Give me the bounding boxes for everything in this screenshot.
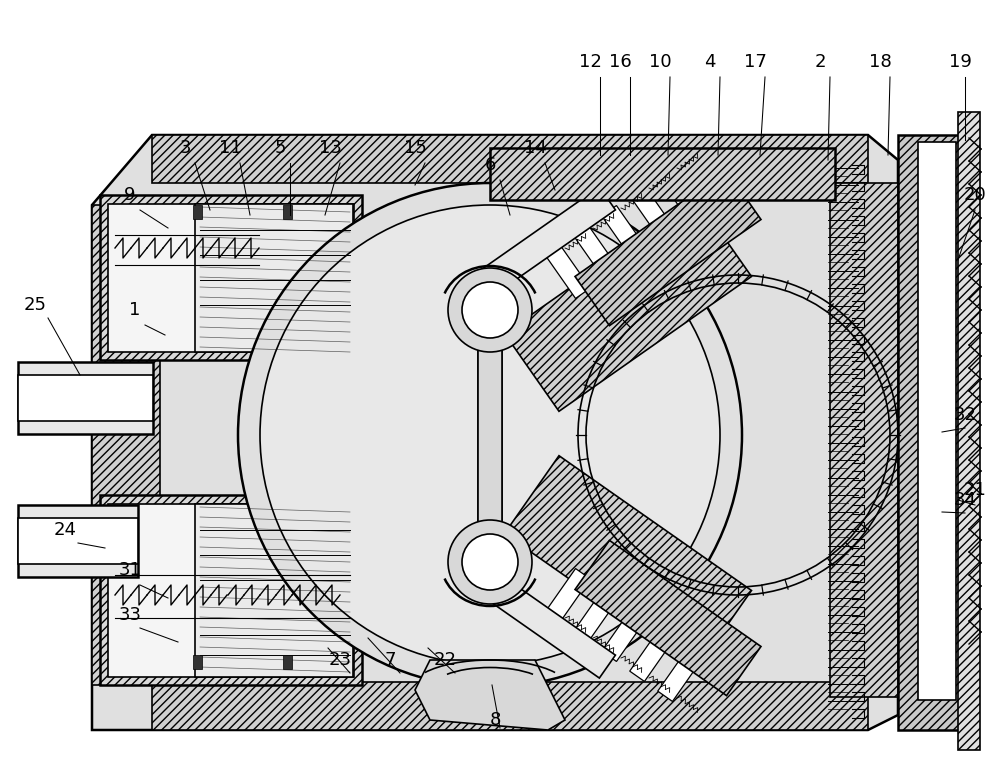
Polygon shape	[546, 246, 590, 299]
Text: 34: 34	[954, 491, 976, 509]
Bar	[195, 204, 353, 352]
Text: 19: 19	[949, 53, 971, 71]
Polygon shape	[602, 206, 646, 259]
Text: 31: 31	[119, 561, 141, 579]
Bar	[193, 655, 202, 669]
Text: 32: 32	[954, 406, 976, 424]
Polygon shape	[630, 185, 674, 239]
Circle shape	[462, 282, 518, 338]
Text: 33: 33	[119, 606, 142, 624]
Bar	[193, 205, 202, 219]
Polygon shape	[630, 629, 674, 681]
Bar	[283, 655, 292, 669]
Text: 8: 8	[489, 711, 501, 729]
Bar	[152, 682, 868, 730]
Bar	[18, 375, 153, 421]
Polygon shape	[546, 569, 590, 622]
Bar	[18, 518, 138, 564]
Polygon shape	[505, 456, 751, 669]
Polygon shape	[92, 135, 898, 730]
Text: 24: 24	[54, 521, 76, 539]
Text: 3: 3	[179, 139, 191, 157]
Polygon shape	[658, 166, 702, 218]
Bar	[100, 495, 362, 685]
Text: 25: 25	[24, 296, 46, 314]
Polygon shape	[481, 572, 615, 678]
Text: 16: 16	[609, 53, 631, 71]
Polygon shape	[505, 199, 751, 411]
Text: 12: 12	[579, 53, 601, 71]
Bar	[918, 142, 956, 700]
Circle shape	[238, 183, 742, 687]
Text: 21: 21	[964, 481, 986, 499]
Bar	[283, 205, 292, 219]
Polygon shape	[574, 589, 618, 641]
Circle shape	[462, 534, 518, 590]
Bar	[898, 135, 960, 730]
Polygon shape	[575, 540, 761, 696]
Bar	[18, 362, 153, 434]
Polygon shape	[574, 225, 618, 278]
Text: 2: 2	[814, 53, 826, 71]
Text: 10: 10	[649, 53, 671, 71]
Text: 18: 18	[869, 53, 891, 71]
Text: 9: 9	[124, 186, 136, 204]
Text: 17: 17	[744, 53, 766, 71]
Bar	[108, 204, 354, 352]
Text: 23: 23	[328, 651, 352, 669]
Text: 5: 5	[274, 139, 286, 157]
Bar	[100, 195, 362, 360]
Bar	[830, 183, 898, 697]
Text: 14: 14	[524, 139, 546, 157]
Bar	[478, 310, 502, 562]
Circle shape	[448, 520, 532, 604]
Text: 13: 13	[319, 139, 341, 157]
Text: 15: 15	[404, 139, 426, 157]
Circle shape	[260, 205, 720, 665]
Bar	[18, 505, 138, 577]
Text: 4: 4	[704, 53, 716, 71]
Polygon shape	[481, 187, 615, 293]
Bar	[958, 112, 980, 750]
Bar	[108, 504, 354, 677]
Bar	[195, 504, 353, 677]
Text: 11: 11	[219, 139, 241, 157]
Polygon shape	[415, 660, 565, 730]
Polygon shape	[602, 608, 646, 662]
Bar	[490, 148, 835, 200]
Circle shape	[448, 268, 532, 352]
Text: 20: 20	[964, 186, 986, 204]
Bar	[152, 135, 868, 183]
Text: 6: 6	[484, 156, 496, 174]
Bar	[92, 205, 160, 685]
Text: 22: 22	[434, 651, 456, 669]
Polygon shape	[658, 648, 702, 701]
Polygon shape	[575, 170, 761, 325]
Text: 1: 1	[129, 301, 141, 319]
Text: 7: 7	[384, 651, 396, 669]
